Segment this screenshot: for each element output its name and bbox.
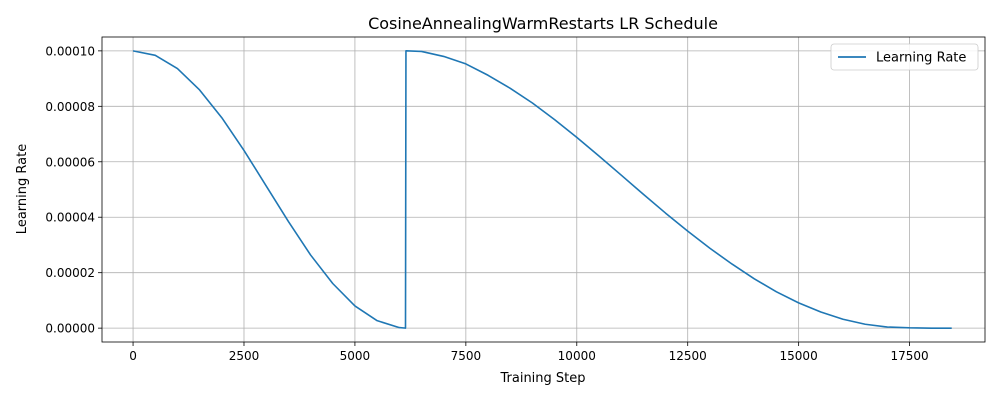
x-tick-label: 10000 [558, 349, 596, 363]
y-tick-label: 0.00004 [45, 211, 95, 225]
x-tick-label: 12500 [669, 349, 707, 363]
x-tick-label: 0 [129, 349, 137, 363]
series-line-learning-rate [132, 50, 952, 329]
y-tick-label: 0.00008 [45, 100, 95, 114]
series-layer [132, 50, 952, 329]
plot-frame [101, 36, 986, 343]
x-tick-label: 2500 [229, 349, 260, 363]
y-tick-label: 0.00010 [45, 44, 95, 58]
x-axis-label: Training Step [499, 371, 585, 386]
y-axis-label: Learning Rate [15, 144, 30, 234]
legend-label: Learning Rate [876, 51, 966, 66]
legend: Learning Rate [830, 43, 979, 71]
grid [102, 37, 985, 342]
x-tick-label: 17500 [890, 349, 928, 363]
y-tick-label: 0.00000 [45, 322, 95, 336]
y-tick-label: 0.00006 [45, 155, 95, 169]
y-tick-label: 0.00002 [45, 266, 95, 280]
x-tick-label: 5000 [340, 349, 371, 363]
x-tick-label: 15000 [780, 349, 818, 363]
x-tick-label: 7500 [451, 349, 482, 363]
axis-ticks: 0 2500 5000 7500 10000 12500 15000 17500 0.00000… [45, 44, 928, 363]
chart-title: CosineAnnealingWarmRestarts LR Schedule [368, 14, 718, 33]
legend-box [830, 43, 979, 71]
